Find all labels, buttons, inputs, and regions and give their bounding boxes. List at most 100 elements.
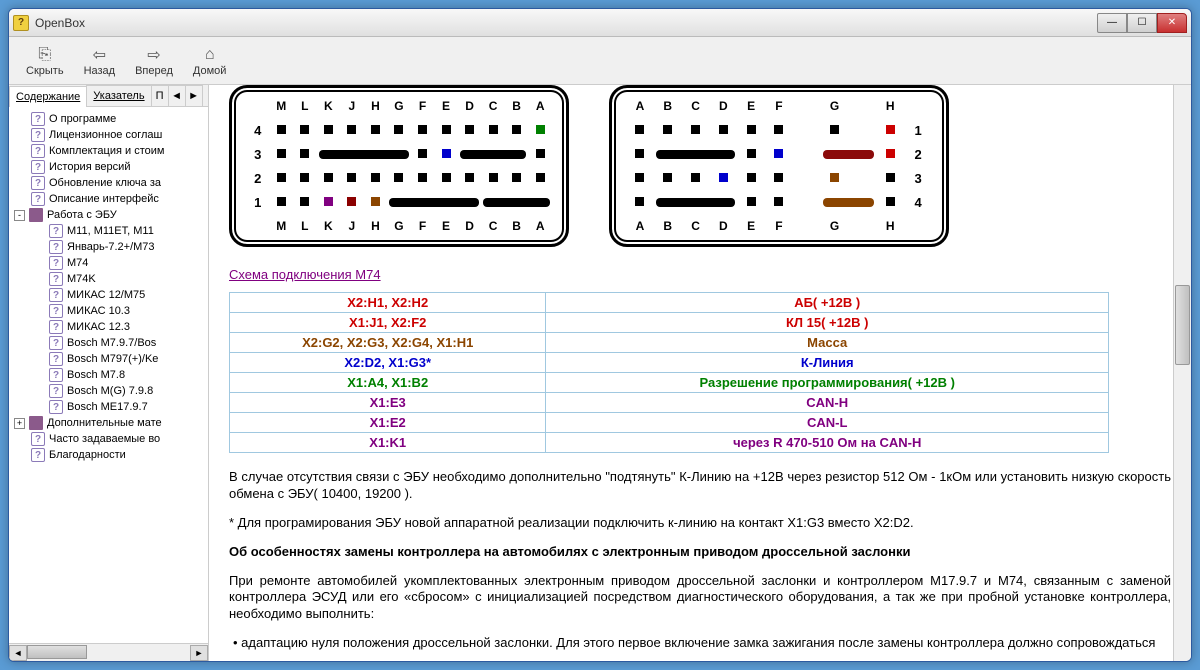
tab-prev[interactable]: ◄	[168, 85, 186, 106]
pin	[774, 197, 783, 206]
pin	[300, 173, 309, 182]
sidebar: Содержание Указатель П ◄ ► ?О программе?…	[9, 85, 209, 661]
pin	[324, 173, 333, 182]
pin	[886, 173, 895, 182]
tree-item[interactable]: ? Обновление ключа за	[9, 175, 208, 191]
tree-label: МИКАС 10.3	[67, 305, 130, 317]
toolbar-label: Назад	[84, 65, 116, 77]
close-button[interactable]: ✕	[1157, 13, 1187, 33]
expand-icon[interactable]: +	[14, 418, 25, 429]
scroll-left-button[interactable]: ◄	[9, 645, 27, 661]
pin	[747, 125, 756, 134]
tree-item[interactable]: -Работа с ЭБУ	[9, 207, 208, 223]
tree-label: Bosch M(G) 7.9.8	[67, 385, 153, 397]
table-row: X1:J1, X2:F2КЛ 15( +12B )	[230, 313, 1109, 333]
connector-right: ABCDEFGH1234ABCDEFGH	[609, 85, 949, 247]
tree-node-icon: ?	[49, 272, 63, 286]
table-row: X1:E3CAN-H	[230, 393, 1109, 413]
tree-item[interactable]: ?Описание интерфейс	[9, 191, 208, 207]
tree-item[interactable]: ? M74	[9, 255, 208, 271]
pin	[536, 149, 545, 158]
pin	[663, 125, 672, 134]
minimize-button[interactable]: —	[1097, 13, 1127, 33]
sidebar-hscroll[interactable]: ◄ ►	[9, 643, 208, 661]
pin	[489, 125, 498, 134]
pin	[774, 149, 783, 158]
tree-label: Обновление ключа за	[49, 177, 161, 189]
tab-search[interactable]: П	[151, 85, 169, 106]
pin	[442, 125, 451, 134]
pin	[886, 125, 895, 134]
scroll-thumb[interactable]	[27, 645, 87, 659]
tab-contents[interactable]: Содержание	[9, 86, 87, 107]
content-vscroll[interactable]	[1173, 85, 1191, 661]
pin	[512, 125, 521, 134]
pin-track	[823, 198, 875, 207]
pin	[277, 125, 286, 134]
tree-item[interactable]: ?Bosch M7.9.7/Bos	[9, 335, 208, 351]
pin	[371, 197, 380, 206]
toolbar-btn-2[interactable]: ⇨Вперед	[126, 42, 182, 80]
pin	[394, 125, 403, 134]
content-scroll-thumb[interactable]	[1175, 285, 1190, 365]
toolbar-btn-1[interactable]: ⇦Назад	[75, 42, 125, 80]
maximize-button[interactable]: ☐	[1127, 13, 1157, 33]
tab-index[interactable]: Указатель	[86, 85, 151, 106]
tree-node-icon: ?	[49, 320, 63, 334]
tree-item[interactable]: ?Часто задаваемые во	[9, 431, 208, 447]
tree-label: M74	[67, 257, 88, 269]
tree-item[interactable]: ?Январь-7.2+/М73	[9, 239, 208, 255]
pin	[347, 197, 356, 206]
tree-item[interactable]: ?МИКАС 12/M75	[9, 287, 208, 303]
pin	[394, 173, 403, 182]
paragraph-note2: * Для програмирования ЭБУ новой аппаратн…	[229, 515, 1171, 532]
nav-tree: ?О программе?Лицензионное соглаш?Комплек…	[9, 107, 208, 643]
pin-track	[319, 150, 409, 159]
pin	[512, 173, 521, 182]
table-row: X1:E2CAN-L	[230, 413, 1109, 433]
sidebar-tabs: Содержание Указатель П ◄ ►	[9, 85, 208, 107]
table-row: X1:K1через R 470-510 Ом на CAN-H	[230, 433, 1109, 453]
tree-item[interactable]: ?МИКАС 10.3	[9, 303, 208, 319]
scroll-right-button[interactable]: ►	[190, 645, 208, 661]
tree-node-icon	[29, 208, 43, 222]
tree-item[interactable]: ?M74K	[9, 271, 208, 287]
tree-item[interactable]: ?Bosch M7.8	[9, 367, 208, 383]
pin	[774, 173, 783, 182]
tree-node-icon: ?	[31, 160, 45, 174]
tree-node-icon: ?	[31, 176, 45, 190]
schema-link[interactable]: Схема подключения M74	[229, 267, 381, 282]
tree-node-icon: ?	[49, 256, 63, 270]
pin	[489, 173, 498, 182]
tree-node-icon	[29, 416, 43, 430]
pin	[635, 125, 644, 134]
tab-next[interactable]: ►	[185, 85, 203, 106]
tree-item[interactable]: ?Комплектация и стоим	[9, 143, 208, 159]
tree-node-icon: ?	[49, 384, 63, 398]
tree-item[interactable]: ?Bosch ME17.9.7	[9, 399, 208, 415]
tree-item[interactable]: ?МИКАС 12.3	[9, 319, 208, 335]
toolbar-btn-3[interactable]: ⌂Домой	[184, 42, 236, 80]
pin-table: X2:H1, X2:H2АБ( +12В )X1:J1, X2:F2КЛ 15(…	[229, 292, 1109, 453]
pin	[324, 197, 333, 206]
toolbar-btn-0[interactable]: ⎘Скрыть	[17, 42, 73, 80]
tree-item[interactable]: +Дополнительные мате	[9, 415, 208, 431]
tree-label: M11, M11ET, M11	[67, 225, 154, 237]
tree-item[interactable]: ?M11, M11ET, M11	[9, 223, 208, 239]
toolbar-label: Скрыть	[26, 65, 64, 77]
tree-label: МИКАС 12/M75	[67, 289, 145, 301]
expand-icon[interactable]: -	[14, 210, 25, 221]
tree-item[interactable]: ?Bosch M797(+)/Ke	[9, 351, 208, 367]
pin	[536, 173, 545, 182]
tree-item[interactable]: ? Bosch M(G) 7.9.8	[9, 383, 208, 399]
pin	[747, 173, 756, 182]
tree-node-icon: ?	[31, 144, 45, 158]
tree-item[interactable]: ?Благодарности	[9, 447, 208, 463]
tree-node-icon: ?	[49, 400, 63, 414]
tree-item[interactable]: ?Лицензионное соглаш	[9, 127, 208, 143]
tree-item[interactable]: ?История версий	[9, 159, 208, 175]
tree-item[interactable]: ?О программе	[9, 111, 208, 127]
pin-track	[656, 150, 735, 159]
titlebar[interactable]: ? OpenBox — ☐ ✕	[9, 9, 1191, 37]
pin	[719, 125, 728, 134]
